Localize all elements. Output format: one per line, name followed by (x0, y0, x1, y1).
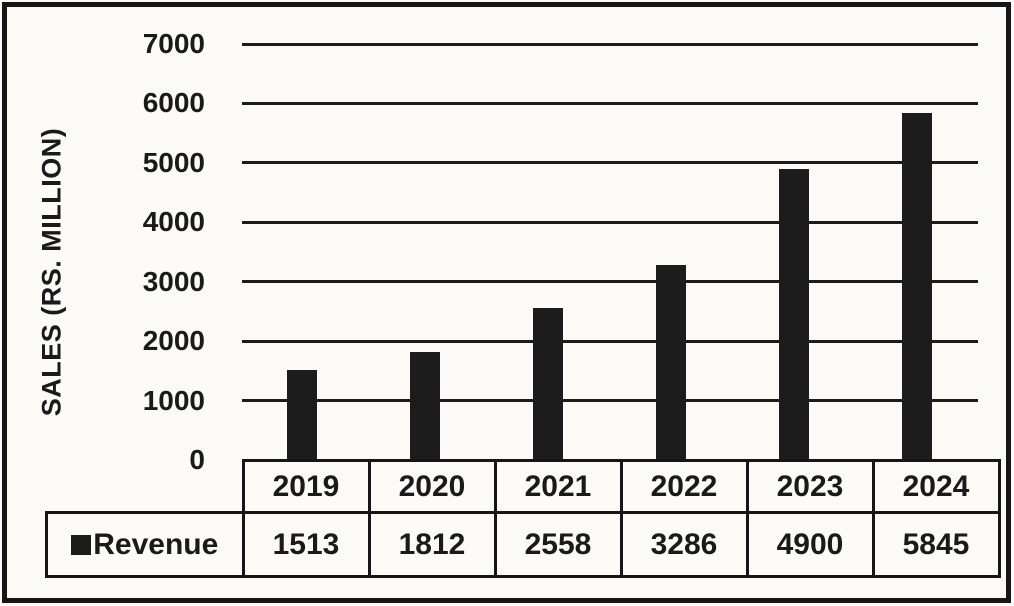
y-tick-label-2000: 2000 (142, 325, 205, 357)
bar-2023 (778, 168, 809, 461)
value-cell-2020: 1812 (367, 511, 497, 578)
bar-2021 (532, 307, 563, 461)
y-tick-label-7000: 7000 (142, 28, 205, 59)
gridline-3000 (242, 280, 978, 284)
gridline-7000 (242, 42, 978, 46)
bar-2020 (409, 352, 440, 461)
year-header-cell-2022: 2022 (619, 459, 749, 514)
bar-2019 (286, 370, 317, 461)
y-tick-label-5000: 5000 (142, 146, 205, 178)
year-header-cell-2020: 2020 (367, 459, 497, 514)
legend-cell: Revenue (45, 511, 245, 578)
bar-2024 (901, 112, 932, 461)
year-header-cell-2024: 2024 (871, 459, 1001, 514)
legend-square-marker-icon (71, 534, 92, 555)
y-tick-label-4000: 4000 (142, 206, 205, 238)
gridline-1000 (242, 399, 978, 403)
y-axis-label: SALES (RS. MILLION) (36, 127, 67, 417)
gridline-2000 (242, 339, 978, 343)
data-table: 2019 2020 2021 2022 2023 2024 Revenue 1513 1812 2… (45, 459, 1001, 578)
value-cell-2022: 3286 (619, 511, 749, 578)
year-header-cell-2019: 2019 (241, 459, 371, 514)
value-cell-2019: 1513 (241, 511, 371, 578)
y-tick-label-6000: 6000 (142, 87, 205, 119)
bar-2022 (655, 264, 686, 461)
y-tick-label-1000: 1000 (142, 384, 205, 416)
value-cell-2023: 4900 (745, 511, 875, 578)
year-header-cell-2023: 2023 (745, 459, 875, 514)
y-tick-label-3000: 3000 (142, 265, 205, 297)
gridline-6000 (242, 101, 978, 105)
value-cell-2021: 2558 (493, 511, 623, 578)
legend-label: Revenue (93, 527, 219, 561)
y-tick-label-0: 0 (189, 444, 205, 475)
gridline-5000 (242, 161, 978, 165)
gridline-4000 (242, 220, 978, 224)
year-header-cell-2021: 2021 (493, 459, 623, 514)
table-spacer-cell (47, 461, 244, 513)
value-cell-2024: 5845 (871, 511, 1001, 578)
